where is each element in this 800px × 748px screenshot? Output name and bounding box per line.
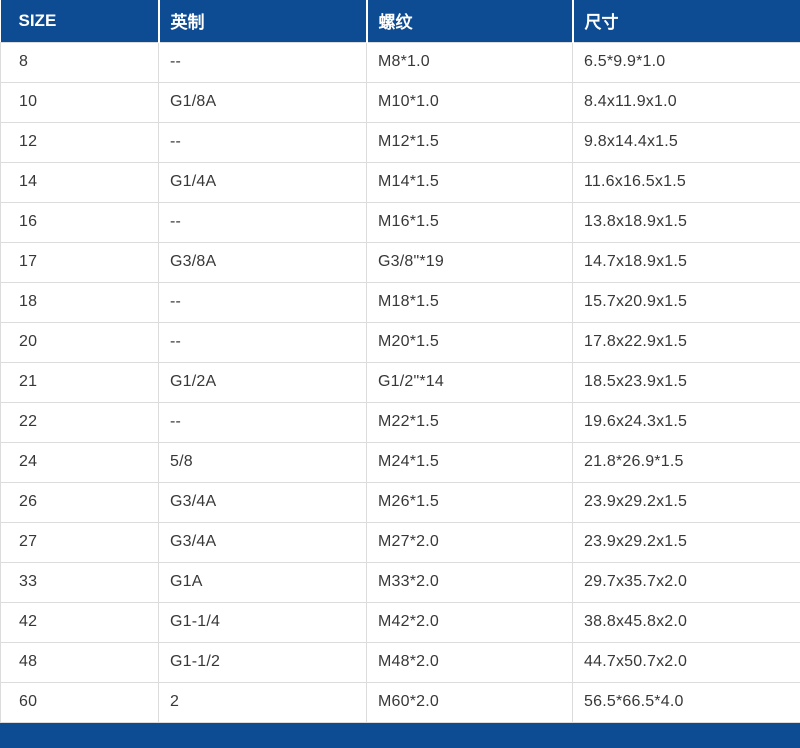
cell-dimensions: 6.5*9.9*1.0 [572,41,800,83]
cell-size: 24 [0,441,159,483]
cell-size: 21 [0,361,159,403]
cell-size: 20 [0,321,159,363]
cell-imperial: G1/8A [158,81,367,123]
table-row: 8 -- M8*1.0 6.5*9.9*1.0 [0,41,800,83]
cell-imperial: -- [158,201,367,243]
table-row: 12 -- M12*1.5 9.8x14.4x1.5 [0,121,800,163]
cell-size: 42 [0,601,159,643]
cell-size: 16 [0,201,159,243]
cell-thread: M24*1.5 [366,441,573,483]
cell-size: 26 [0,481,159,523]
header-thread: 螺纹 [365,0,573,42]
cell-thread: M12*1.5 [366,121,573,163]
cell-thread: M48*2.0 [366,641,573,683]
cell-size: 18 [0,281,159,323]
cell-dimensions: 11.6x16.5x1.5 [572,161,800,203]
table-row: 42 G1-1/4 M42*2.0 38.8x45.8x2.0 [0,601,800,643]
header-imperial: 英制 [157,0,367,42]
cell-dimensions: 14.7x18.9x1.5 [572,241,800,283]
table-row: 20 -- M20*1.5 17.8x22.9x1.5 [0,321,800,363]
cell-imperial: G1/4A [158,161,367,203]
cell-size: 14 [0,161,159,203]
cell-imperial: 5/8 [158,441,367,483]
bottom-accent-bar [0,722,800,748]
cell-dimensions: 21.8*26.9*1.5 [572,441,800,483]
cell-dimensions: 17.8x22.9x1.5 [572,321,800,363]
cell-imperial: 2 [158,681,367,723]
cell-thread: M20*1.5 [366,321,573,363]
cell-size: 27 [0,521,159,563]
cell-thread: M60*2.0 [366,681,573,723]
cell-thread: G1/2"*14 [366,361,573,403]
table-row: 14 G1/4A M14*1.5 11.6x16.5x1.5 [0,161,800,203]
cell-dimensions: 18.5x23.9x1.5 [572,361,800,403]
cell-thread: M33*2.0 [366,561,573,603]
cell-thread: M18*1.5 [366,281,573,323]
cell-dimensions: 23.9x29.2x1.5 [572,481,800,523]
cell-dimensions: 9.8x14.4x1.5 [572,121,800,163]
table-row: 60 2 M60*2.0 56.5*66.5*4.0 [0,681,800,723]
cell-imperial: -- [158,121,367,163]
cell-dimensions: 8.4x11.9x1.0 [572,81,800,123]
cell-thread: M26*1.5 [366,481,573,523]
table-row: 24 5/8 M24*1.5 21.8*26.9*1.5 [0,441,800,483]
table-row: 18 -- M18*1.5 15.7x20.9x1.5 [0,281,800,323]
table-body: 8 -- M8*1.0 6.5*9.9*1.0 10 G1/8A M10*1.0 8.4x11… [0,41,800,723]
cell-imperial: -- [158,41,367,83]
cell-imperial: G3/4A [158,521,367,563]
cell-dimensions: 38.8x45.8x2.0 [572,601,800,643]
table-row: 48 G1-1/2 M48*2.0 44.7x50.7x2.0 [0,641,800,683]
cell-thread: M27*2.0 [366,521,573,563]
cell-dimensions: 13.8x18.9x1.5 [572,201,800,243]
cell-thread: M16*1.5 [366,201,573,243]
cell-imperial: G3/4A [158,481,367,523]
cell-thread: M14*1.5 [366,161,573,203]
cell-size: 8 [0,41,159,83]
cell-size: 17 [0,241,159,283]
table-row: 33 G1A M33*2.0 29.7x35.7x2.0 [0,561,800,603]
cell-imperial: -- [158,281,367,323]
table-row: 26 G3/4A M26*1.5 23.9x29.2x1.5 [0,481,800,523]
cell-imperial: -- [158,321,367,363]
header-dimensions: 尺寸 [571,0,800,42]
cell-size: 10 [0,81,159,123]
cell-thread: M10*1.0 [366,81,573,123]
table-header: SIZE 英制 螺纹 尺寸 [0,0,800,42]
header-size: SIZE [0,0,159,42]
cell-thread: M8*1.0 [366,41,573,83]
cell-size: 48 [0,641,159,683]
cell-imperial: G1-1/2 [158,641,367,683]
cell-dimensions: 23.9x29.2x1.5 [572,521,800,563]
cell-size: 12 [0,121,159,163]
cell-size: 60 [0,681,159,723]
cell-thread: M42*2.0 [366,601,573,643]
cell-imperial: G1A [158,561,367,603]
cell-imperial: G1-1/4 [158,601,367,643]
cell-size: 22 [0,401,159,443]
cell-dimensions: 19.6x24.3x1.5 [572,401,800,443]
table-row: 10 G1/8A M10*1.0 8.4x11.9x1.0 [0,81,800,123]
cell-thread: M22*1.5 [366,401,573,443]
table-row: 22 -- M22*1.5 19.6x24.3x1.5 [0,401,800,443]
table-row: 21 G1/2A G1/2"*14 18.5x23.9x1.5 [0,361,800,403]
cell-dimensions: 29.7x35.7x2.0 [572,561,800,603]
cell-dimensions: 56.5*66.5*4.0 [572,681,800,723]
table-row: 27 G3/4A M27*2.0 23.9x29.2x1.5 [0,521,800,563]
cell-imperial: -- [158,401,367,443]
cell-imperial: G1/2A [158,361,367,403]
cell-dimensions: 15.7x20.9x1.5 [572,281,800,323]
cell-imperial: G3/8A [158,241,367,283]
header-row: SIZE 英制 螺纹 尺寸 [0,0,800,42]
cell-size: 33 [0,561,159,603]
table-row: 16 -- M16*1.5 13.8x18.9x1.5 [0,201,800,243]
cell-dimensions: 44.7x50.7x2.0 [572,641,800,683]
size-spec-table: SIZE 英制 螺纹 尺寸 8 -- M8*1.0 6.5*9.9*1.0 10 G1/8… [0,0,800,723]
table-row: 17 G3/8A G3/8"*19 14.7x18.9x1.5 [0,241,800,283]
cell-thread: G3/8"*19 [366,241,573,283]
